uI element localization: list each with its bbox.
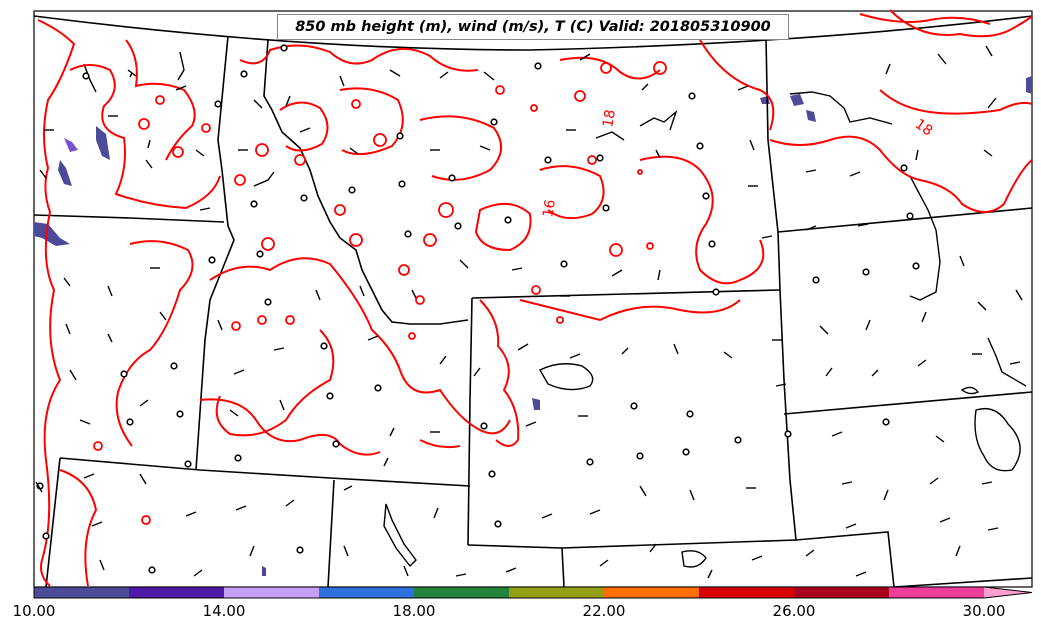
colorbar <box>33 586 1033 599</box>
colorbar-segment <box>509 587 604 598</box>
colorbar-segment <box>794 587 889 598</box>
colorbar-tick-label: 10.00 <box>12 602 56 620</box>
colorbar-segment <box>414 587 509 598</box>
contour-label: 18 <box>600 108 619 128</box>
water-features <box>83 51 1027 568</box>
temperature-contours <box>37 9 1033 587</box>
colorbar-segment <box>889 587 984 598</box>
colorbar-segment <box>604 587 699 598</box>
colorbar-tick-label: 14.00 <box>202 602 246 620</box>
colorbar-extend-arrow <box>984 587 1032 598</box>
colorbar-segment <box>699 587 794 598</box>
contour-label: 16 <box>540 198 559 218</box>
colorbar-segment <box>34 587 129 598</box>
wind-barbs <box>35 45 1023 579</box>
colorbar-tick-label: 22.00 <box>582 602 626 620</box>
map-title: 850 mb height (m), wind (m/s), T (C) Val… <box>277 14 789 40</box>
colorbar-tick-label: 30.00 <box>962 602 1006 620</box>
colorbar-tick-label: 26.00 <box>772 602 816 620</box>
colorbar-segment <box>319 587 414 598</box>
shaded-wind-speed-areas <box>34 76 1032 576</box>
temperature-contour-cells <box>93 61 667 525</box>
map-frame <box>33 10 1033 588</box>
colorbar-segment <box>129 587 224 598</box>
station-markers <box>36 44 920 574</box>
colorbar-segment <box>224 587 319 598</box>
colorbar-tick-label: 18.00 <box>392 602 436 620</box>
colorbar-outline <box>33 586 1033 599</box>
